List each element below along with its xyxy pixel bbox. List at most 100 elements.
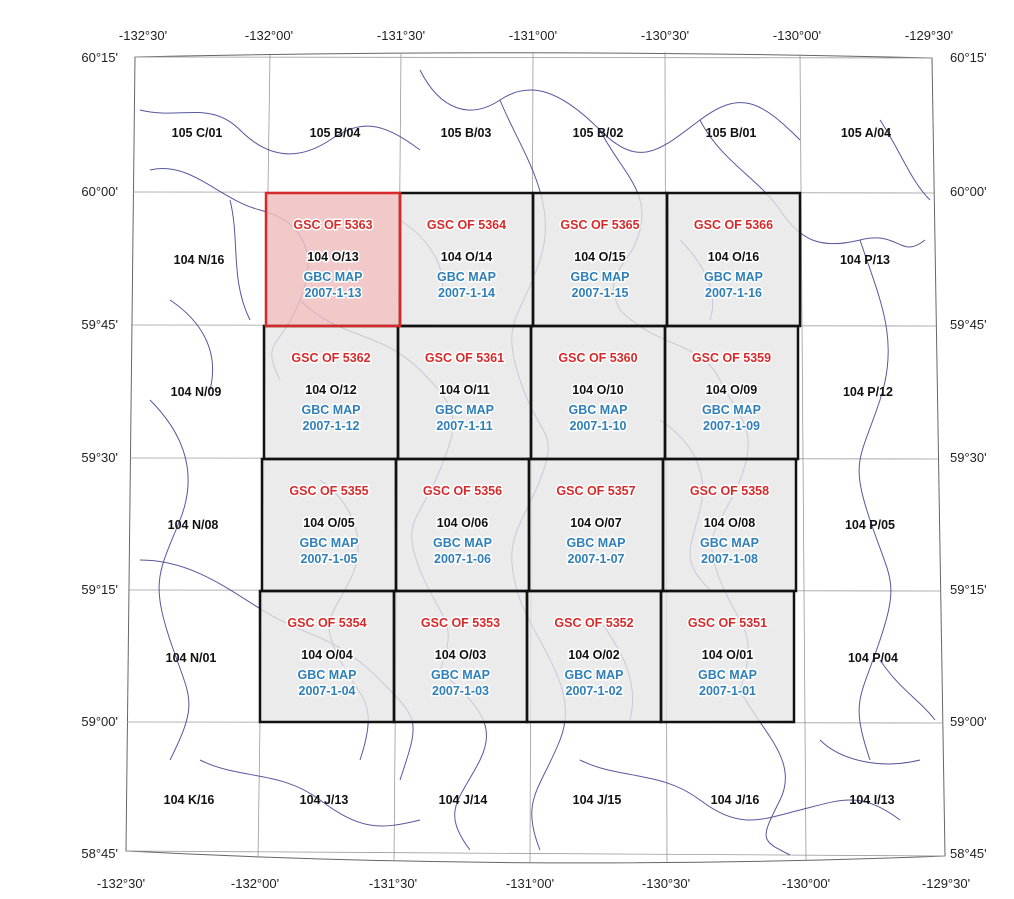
latitude-label-right: 59°00' [950, 714, 987, 729]
latitude-label-right: 59°15' [950, 582, 987, 597]
gbc-map-number: 2007-1-13 [305, 286, 362, 300]
longitude-label: -132°00' [245, 28, 293, 43]
nts-sheet-label: 104 O/07 [570, 516, 621, 530]
map-sheet-tile[interactable]: GSC OF 5352 104 O/02 GBC MAP 2007-1-02 [527, 591, 661, 722]
gsc-open-file-label: GSC OF 5359 [692, 351, 771, 365]
map-sheet-tile[interactable]: GSC OF 5360 104 O/10 GBC MAP 2007-1-10 [531, 326, 665, 459]
map-sheet-tile[interactable]: GSC OF 5365 104 O/15 GBC MAP 2007-1-15 [533, 193, 667, 326]
tile-background [667, 193, 800, 326]
map-sheet-tile[interactable]: GSC OF 5366 104 O/16 GBC MAP 2007-1-16 [667, 193, 800, 326]
gbc-map-number: 2007-1-02 [566, 684, 623, 698]
gbc-map-label: GBC MAP [433, 536, 492, 550]
longitude-label: -132°30' [119, 28, 167, 43]
outer-sheet-label: 104 P/13 [840, 253, 890, 267]
gbc-map-label: GBC MAP [435, 403, 494, 417]
map-sheet-tile[interactable]: GSC OF 5354 104 O/04 GBC MAP 2007-1-04 [260, 591, 394, 722]
gbc-map-number: 2007-1-16 [705, 286, 762, 300]
latitude-label-left: 58°45' [81, 846, 118, 861]
map-sheet-tile[interactable]: GSC OF 5351 104 O/01 GBC MAP 2007-1-01 [661, 591, 794, 722]
map-sheet-tile[interactable]: GSC OF 5363 104 O/13 GBC MAP 2007-1-13 [266, 193, 400, 326]
selected-tile-border [264, 191, 402, 328]
tile-background [260, 591, 394, 722]
gbc-map-label: GBC MAP [301, 403, 360, 417]
tile-background [264, 326, 398, 459]
tile-background [661, 591, 794, 722]
tile-background [262, 459, 396, 591]
map-sheet-tile[interactable]: GSC OF 5357 104 O/07 GBC MAP 2007-1-07 [529, 459, 663, 591]
nts-sheet-label: 104 O/04 [301, 648, 352, 662]
outer-sheet-label: 104 J/15 [573, 793, 622, 807]
longitude-label: -130°00' [782, 876, 830, 891]
gbc-map-number: 2007-1-03 [432, 684, 489, 698]
tile-background [663, 459, 796, 591]
map-sheet-tile[interactable]: GSC OF 5356 104 O/06 GBC MAP 2007-1-06 [396, 459, 529, 591]
gbc-map-number: 2007-1-09 [703, 419, 760, 433]
outer-sheet-label: 105 B/01 [706, 126, 757, 140]
outer-sheet-label: 104 J/13 [300, 793, 349, 807]
longitude-label: -131°00' [506, 876, 554, 891]
outer-sheet-label: 105 B/04 [310, 126, 361, 140]
latitude-label-left: 59°00' [81, 714, 118, 729]
selected-tile-background [266, 193, 400, 326]
map-sheet-tile[interactable]: GSC OF 5358 104 O/08 GBC MAP 2007-1-08 [663, 459, 796, 591]
outer-sheet-label: 105 B/02 [573, 126, 624, 140]
tile-background [398, 326, 531, 459]
gsc-open-file-label: GSC OF 5360 [558, 351, 637, 365]
outer-sheet-label: 104 K/16 [164, 793, 215, 807]
surrounding-sheets: 105 C/01 105 B/04 105 B/03 105 B/02 105 B/01… [164, 126, 898, 807]
outer-sheet-label: 105 B/03 [441, 126, 492, 140]
map-sheet-tile[interactable]: GSC OF 5361 104 O/11 GBC MAP 2007-1-11 [398, 326, 531, 459]
nts-sheet-label: 104 O/08 [704, 516, 755, 530]
outer-sheet-label: 104 N/08 [168, 518, 219, 532]
longitude-label: -132°30' [97, 876, 145, 891]
nts-sheet-label: 104 O/03 [435, 648, 486, 662]
gbc-map-number: 2007-1-12 [303, 419, 360, 433]
nts-sheet-label: 104 O/11 [439, 383, 490, 397]
outer-sheet-label: 104 P/04 [848, 651, 898, 665]
longitude-label: -131°30' [369, 876, 417, 891]
gbc-map-number: 2007-1-08 [701, 552, 758, 566]
gbc-map-number: 2007-1-10 [570, 419, 627, 433]
gsc-open-file-label: GSC OF 5366 [694, 218, 773, 232]
nts-sheet-label: 104 O/10 [572, 383, 623, 397]
map-sheet-tile[interactable]: GSC OF 5359 104 O/09 GBC MAP 2007-1-09 [665, 326, 798, 459]
gsc-open-file-label: GSC OF 5358 [690, 484, 769, 498]
gsc-open-file-label: GSC OF 5351 [688, 616, 767, 630]
coordinate-labels: -132°30' -132°00' -131°30' -131°00' -130°30'… [81, 28, 986, 891]
map-sheet-tile[interactable]: GSC OF 5355 104 O/05 GBC MAP 2007-1-05 [262, 459, 396, 591]
longitude-label: -132°00' [231, 876, 279, 891]
latitude-label-right: 59°45' [950, 317, 987, 332]
gbc-map-number: 2007-1-11 [436, 419, 492, 433]
gsc-open-file-label: GSC OF 5361 [425, 351, 504, 365]
tile-background [529, 459, 663, 591]
latitude-label-right: 60°15' [950, 50, 987, 65]
gbc-map-label: GBC MAP [437, 270, 496, 284]
outer-sheet-label: 104 N/01 [166, 651, 217, 665]
gsc-open-file-label: GSC OF 5362 [291, 351, 370, 365]
latitude-label-right: 60°00' [950, 184, 987, 199]
gbc-map-number: 2007-1-05 [301, 552, 358, 566]
nts-sheet-label: 104 O/14 [441, 250, 492, 264]
tile-background [394, 591, 527, 722]
outer-sheet-label: 104 I/13 [849, 793, 894, 807]
nts-sheet-label: 104 O/01 [702, 648, 753, 662]
latitude-label-left: 60°00' [81, 184, 118, 199]
map-sheet-tile[interactable]: GSC OF 5353 104 O/03 GBC MAP 2007-1-03 [394, 591, 527, 722]
outer-sheet-label: 104 J/14 [439, 793, 488, 807]
map-sheet-tile[interactable]: GSC OF 5362 104 O/12 GBC MAP 2007-1-12 [264, 326, 398, 459]
outer-sheet-label: 104 J/16 [711, 793, 760, 807]
longitude-label: -131°00' [509, 28, 557, 43]
tile-background [400, 193, 533, 326]
gbc-map-label: GBC MAP [431, 668, 490, 682]
map-sheet-tile[interactable]: GSC OF 5364 104 O/14 GBC MAP 2007-1-14 [400, 193, 533, 326]
gbc-map-label: GBC MAP [303, 270, 362, 284]
outer-sheet-label: 104 N/09 [171, 385, 222, 399]
gbc-map-label: GBC MAP [299, 536, 358, 550]
gbc-map-number: 2007-1-07 [568, 552, 625, 566]
tile-background [396, 459, 529, 591]
gsc-open-file-label: GSC OF 5363 [293, 218, 372, 232]
gbc-map-number: 2007-1-06 [434, 552, 491, 566]
longitude-label: -129°30' [905, 28, 953, 43]
